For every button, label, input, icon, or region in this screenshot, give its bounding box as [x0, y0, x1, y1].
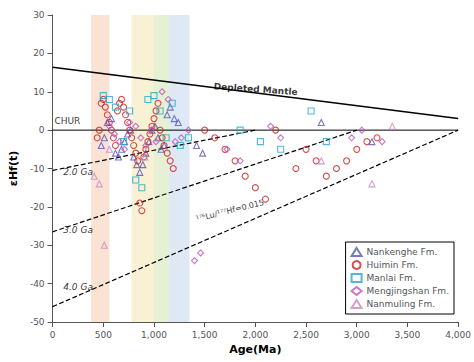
svg-text:0: 0 — [39, 125, 45, 135]
svg-text:4.0 Ga: 4.0 Ga — [63, 282, 93, 292]
svg-text:εHf(t): εHf(t) — [7, 151, 20, 186]
svg-text:0: 0 — [50, 330, 56, 340]
svg-text:Age(Ma): Age(Ma) — [229, 343, 281, 356]
svg-text:2,500: 2,500 — [293, 330, 319, 340]
svg-text:-20: -20 — [30, 202, 45, 212]
svg-text:Nanmuling Fm.: Nanmuling Fm. — [367, 299, 436, 309]
svg-text:-30: -30 — [30, 240, 45, 250]
svg-text:1,500: 1,500 — [192, 330, 218, 340]
svg-text:-50: -50 — [30, 317, 45, 327]
svg-text:20: 20 — [33, 48, 45, 58]
svg-text:3.0 Ga: 3.0 Ga — [63, 225, 93, 235]
svg-text:30: 30 — [33, 10, 45, 20]
svg-text:Manlai Fm.: Manlai Fm. — [367, 273, 416, 283]
svg-text:-40: -40 — [30, 279, 45, 289]
svg-text:Mengjingshan Fm.: Mengjingshan Fm. — [367, 286, 449, 296]
svg-text:¹⁷⁶Lu/¹⁷⁷Hf=0.015: ¹⁷⁶Lu/¹⁷⁷Hf=0.015 — [195, 198, 265, 224]
svg-text:10: 10 — [33, 87, 45, 97]
svg-text:1,000: 1,000 — [141, 330, 167, 340]
svg-text:3,500: 3,500 — [395, 330, 421, 340]
svg-text:-10: -10 — [30, 164, 45, 174]
svg-text:500: 500 — [95, 330, 112, 340]
svg-text:Nankenghe Fm.: Nankenghe Fm. — [367, 247, 438, 257]
svg-text:3,000: 3,000 — [344, 330, 370, 340]
svg-text:4,000: 4,000 — [445, 330, 471, 340]
svg-text:2,000: 2,000 — [242, 330, 268, 340]
svg-text:Huimin Fm.: Huimin Fm. — [367, 260, 419, 270]
svg-text:CHUR: CHUR — [54, 116, 80, 126]
svg-text:2.0 Ga: 2.0 Ga — [63, 167, 93, 177]
svg-text:Depleted Mantle: Depleted Mantle — [213, 81, 298, 97]
